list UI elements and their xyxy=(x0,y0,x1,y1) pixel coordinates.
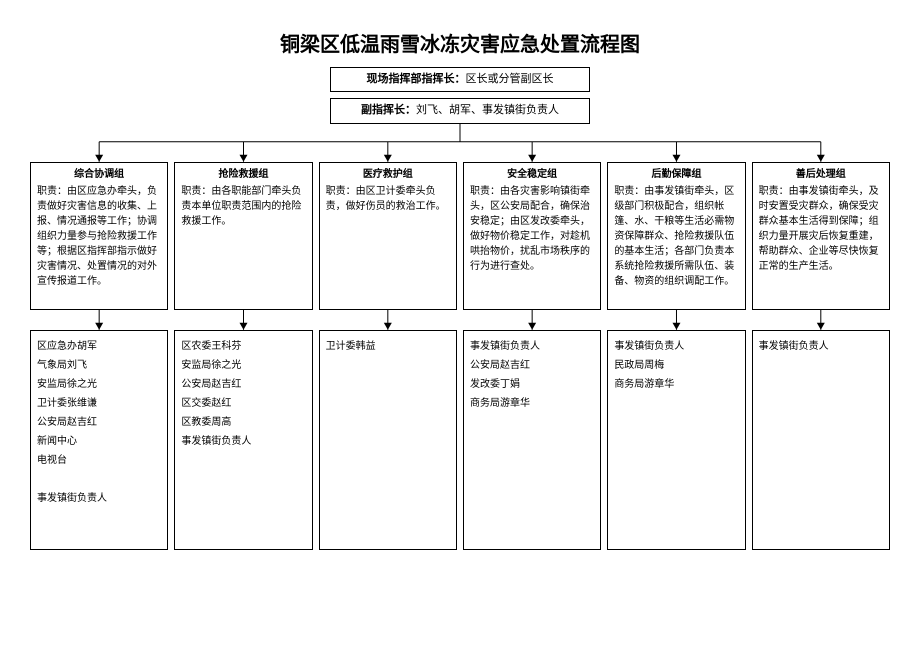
member-box-4: 事发镇街负责人民政局周梅商务局游章华 xyxy=(607,330,745,550)
group-duty: 职责：由事发镇街牵头，区级部门积极配合，组织帐篷、水、干粮等生活必需物资保障群众… xyxy=(614,184,738,289)
member-item: 公安局赵吉红 xyxy=(37,413,161,432)
deputy-value: 刘飞、胡军、事发镇街负责人 xyxy=(416,104,559,116)
group-duty: 职责：由各职能部门牵头负责本单位职责范围内的抢险救援工作。 xyxy=(181,184,305,229)
group-title: 善后处理组 xyxy=(759,167,883,182)
member-box-1: 区农委王科芬安监局徐之光公安局赵吉红区交委赵红区教委周高事发镇街负责人 xyxy=(174,330,312,550)
group-title: 医疗救护组 xyxy=(326,167,450,182)
member-item: 卫计委韩益 xyxy=(326,337,450,356)
group-box-2: 医疗救护组职责：由区卫计委牵头负责，做好伤员的救治工作。 xyxy=(319,162,457,310)
member-item: 安监局徐之光 xyxy=(181,356,305,375)
commander-box: 现场指挥部指挥长：区长或分管副区长 xyxy=(330,67,590,92)
member-item: 事发镇街负责人 xyxy=(470,337,594,356)
member-item: 新闻中心 xyxy=(37,432,161,451)
member-item: 民政局周梅 xyxy=(614,356,738,375)
column-3: 安全稳定组职责：由各灾害影响镇街牵头，区公安局配合，确保治安稳定；由区发改委牵头… xyxy=(463,162,601,550)
column-2: 医疗救护组职责：由区卫计委牵头负责，做好伤员的救治工作。卫计委韩益 xyxy=(319,162,457,550)
group-duty: 职责：由区卫计委牵头负责，做好伤员的救治工作。 xyxy=(326,184,450,214)
commander-value: 区长或分管副区长 xyxy=(466,73,554,85)
page-title: 铜梁区低温雨雪冰冻灾害应急处置流程图 xyxy=(0,0,920,67)
group-duty: 职责：由区应急办牵头，负责做好灾害信息的收集、上报、情况通报等工作；协调组织力量… xyxy=(37,184,161,289)
member-item: 卫计委张维谦 xyxy=(37,394,161,413)
member-item: 事发镇街负责人 xyxy=(614,337,738,356)
group-box-0: 综合协调组职责：由区应急办牵头，负责做好灾害信息的收集、上报、情况通报等工作；协… xyxy=(30,162,168,310)
member-box-0: 区应急办胡军气象局刘飞安监局徐之光卫计委张维谦公安局赵吉红新闻中心电视台 事发镇… xyxy=(30,330,168,550)
column-0: 综合协调组职责：由区应急办牵头，负责做好灾害信息的收集、上报、情况通报等工作；协… xyxy=(30,162,168,550)
member-item xyxy=(37,470,161,489)
deputy-box: 副指挥长：刘飞、胡军、事发镇街负责人 xyxy=(330,98,590,123)
member-item: 发改委丁娟 xyxy=(470,375,594,394)
group-title: 安全稳定组 xyxy=(470,167,594,182)
group-title: 后勤保障组 xyxy=(614,167,738,182)
group-box-5: 善后处理组职责：由事发镇街牵头，及时安置受灾群众，确保受灾群众基本生活得到保障；… xyxy=(752,162,890,310)
member-item: 商务局游章华 xyxy=(470,394,594,413)
group-title: 综合协调组 xyxy=(37,167,161,182)
column-5: 善后处理组职责：由事发镇街牵头，及时安置受灾群众，确保受灾群众基本生活得到保障；… xyxy=(752,162,890,550)
commander-label: 现场指挥部指挥长： xyxy=(367,73,466,85)
column-4: 后勤保障组职责：由事发镇街牵头，区级部门积极配合，组织帐篷、水、干粮等生活必需物… xyxy=(607,162,745,550)
member-item: 公安局赵吉红 xyxy=(470,356,594,375)
member-item: 区农委王科芬 xyxy=(181,337,305,356)
group-duty: 职责：由各灾害影响镇街牵头，区公安局配合，确保治安稳定；由区发改委牵头，做好物价… xyxy=(470,184,594,274)
member-item: 事发镇街负责人 xyxy=(759,337,883,356)
member-box-3: 事发镇街负责人公安局赵吉红发改委丁娟商务局游章华 xyxy=(463,330,601,550)
deputy-label: 副指挥长： xyxy=(361,104,416,116)
member-box-2: 卫计委韩益 xyxy=(319,330,457,550)
group-box-1: 抢险救援组职责：由各职能部门牵头负责本单位职责范围内的抢险救援工作。 xyxy=(174,162,312,310)
member-item: 公安局赵吉红 xyxy=(181,375,305,394)
column-1: 抢险救援组职责：由各职能部门牵头负责本单位职责范围内的抢险救援工作。区农委王科芬… xyxy=(174,162,312,550)
member-item: 商务局游章华 xyxy=(614,375,738,394)
group-box-4: 后勤保障组职责：由事发镇街牵头，区级部门积极配合，组织帐篷、水、干粮等生活必需物… xyxy=(607,162,745,310)
member-box-5: 事发镇街负责人 xyxy=(752,330,890,550)
member-item: 区教委周高 xyxy=(181,413,305,432)
member-item: 区应急办胡军 xyxy=(37,337,161,356)
group-box-3: 安全稳定组职责：由各灾害影响镇街牵头，区公安局配合，确保治安稳定；由区发改委牵头… xyxy=(463,162,601,310)
member-item: 安监局徐之光 xyxy=(37,375,161,394)
group-title: 抢险救援组 xyxy=(181,167,305,182)
group-duty: 职责：由事发镇街牵头，及时安置受灾群众，确保受灾群众基本生活得到保障；组织力量开… xyxy=(759,184,883,274)
member-item: 电视台 xyxy=(37,451,161,470)
member-item: 区交委赵红 xyxy=(181,394,305,413)
member-item: 气象局刘飞 xyxy=(37,356,161,375)
member-item: 事发镇街负责人 xyxy=(37,489,161,508)
member-item: 事发镇街负责人 xyxy=(181,432,305,451)
group-columns: 综合协调组职责：由区应急办牵头，负责做好灾害信息的收集、上报、情况通报等工作；协… xyxy=(0,162,920,550)
